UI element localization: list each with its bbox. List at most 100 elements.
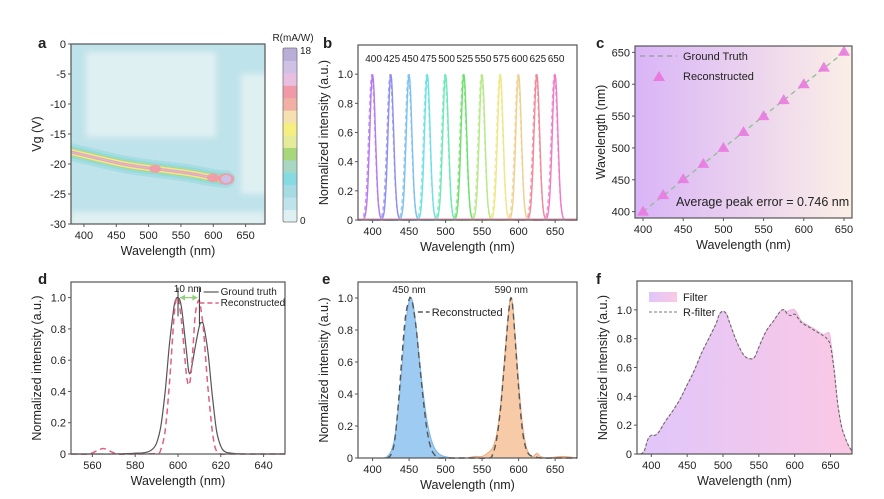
peak-label: 525 [457, 54, 474, 65]
x-tick-label: 500 [436, 464, 454, 476]
y-axis-label: Normalized intensity (a.u.) [596, 295, 610, 440]
colorbar-title: R(mA/W) [272, 33, 313, 44]
y-tick-label: -5 [56, 69, 66, 81]
arrow-head-right [192, 294, 198, 301]
y-tick-label: 0 [60, 449, 66, 461]
y-tick-label: 0.6 [338, 128, 353, 140]
y-tick-label: 0.2 [338, 186, 353, 198]
peak-label-450: 450 nm [392, 285, 425, 296]
y-axis-label: Normalized intensity (a.u.) [30, 295, 44, 440]
colorbar-min-label: 0 [300, 216, 306, 227]
y-tick-label: -10 [50, 99, 66, 111]
x-axis-label: Wavelength (nm) [697, 474, 792, 488]
reconstructed-line [386, 296, 577, 460]
colorbar-max-label: 18 [300, 46, 312, 57]
plot-frame [634, 45, 853, 219]
reconstructed-marker [837, 45, 850, 56]
x-tick-label: 450 [400, 226, 418, 238]
reconstructed-marker [657, 189, 670, 200]
reconstructed-line [70, 296, 285, 455]
x-axis-label: Wavelength (nm) [131, 474, 226, 488]
peak-label: 400 [365, 54, 382, 65]
peak-label-590: 590 nm [495, 285, 528, 296]
legend-filter-swatch [649, 292, 677, 302]
peak-label: 500 [438, 54, 455, 65]
x-tick-label: 640 [254, 460, 272, 472]
y-tick-label: 0 [60, 39, 66, 51]
legend-reconstructed-marker [653, 71, 665, 81]
arrow-head-left [180, 294, 185, 301]
panel-label: c [596, 35, 604, 52]
y-tick-label: 0.8 [617, 334, 632, 346]
y-tick-label: 1.0 [617, 305, 632, 317]
x-tick-label: 650 [546, 226, 564, 238]
heatmap-region-low [71, 212, 265, 224]
peak-label: 450 [402, 54, 419, 65]
plot-frame [357, 281, 578, 459]
y-tick-label: -20 [50, 159, 66, 171]
heatmap-region-low [241, 74, 265, 194]
y-tick-label: 0.4 [617, 391, 632, 403]
y-axis-label: Vg (V) [30, 116, 44, 151]
heatmap-region-low [86, 52, 216, 137]
y-tick-label: -25 [50, 189, 66, 201]
x-tick-label: 650 [821, 460, 839, 472]
colorbar-swatch [283, 60, 297, 74]
y-tick-label: 600 [612, 79, 630, 91]
colorbar-swatch [283, 97, 297, 111]
x-tick-label: 600 [169, 460, 187, 472]
legend-filter-label: Filter [683, 292, 708, 304]
heatmap-cells [71, 52, 265, 224]
legend-r-filter-label: R-filter [683, 307, 716, 319]
reconstructed-marker [697, 157, 710, 168]
x-tick-label: 550 [754, 224, 772, 236]
y-tick-label: 0.2 [51, 418, 66, 430]
spacing-label: 10 nm [174, 284, 202, 295]
colorbar-swatch [283, 197, 297, 211]
y-tick-label: 0 [347, 453, 353, 465]
y-axis-label: Normalized intensity (a.u.) [317, 297, 331, 442]
x-tick-label: 450 [107, 230, 125, 242]
x-tick-label: 550 [172, 230, 190, 242]
panel-a: 400 450 500 550 600 650 0 -5 -10 -15 -20 -25 -30 Wave… [30, 33, 314, 258]
y-tick-label: 550 [612, 111, 630, 123]
y-tick-label: 0.4 [338, 389, 353, 401]
colorbar-frame [282, 47, 298, 223]
filter-area [640, 308, 853, 455]
y-tick-label: 450 [612, 175, 630, 187]
y-tick-label: 0.6 [338, 357, 353, 369]
x-tick-label: 560 [83, 460, 101, 472]
plot-frame [357, 44, 578, 221]
y-tick-label: 0.8 [338, 325, 353, 337]
x-tick-label: 600 [509, 464, 527, 476]
colorbar-swatch [283, 209, 297, 223]
ground-truth-line [70, 296, 285, 455]
x-tick-label: 400 [634, 224, 652, 236]
y-tick-label: 1.0 [51, 293, 66, 305]
x-axis-label: Wavelength (nm) [420, 478, 515, 492]
colorbar-swatch [283, 147, 297, 161]
x-tick-label: 450 [674, 224, 692, 236]
y-tick-label: 0.8 [338, 98, 353, 110]
colorbar-swatch [283, 110, 297, 124]
x-tick-label: 400 [642, 460, 660, 472]
x-tick-label: 600 [204, 230, 222, 242]
colorbar-swatch [283, 72, 297, 86]
x-tick-label: 600 [795, 224, 813, 236]
reconstructed-marker [737, 126, 750, 136]
colorbar-swatch [283, 48, 297, 61]
panel-e: 450 nm 590 nm Reconstructed 400 450 500 550 600… [317, 271, 578, 492]
x-tick-label: 650 [835, 224, 853, 236]
panel-f: Filter R-filter 400 450 500 550 600 650 0 0.2 0.4 0… [596, 271, 853, 488]
x-tick-label: 620 [212, 460, 230, 472]
reconstructed-marker [637, 205, 650, 216]
x-tick-label: 400 [75, 230, 93, 242]
peak-450-fill [372, 296, 461, 459]
colorbar-swatch [283, 184, 297, 198]
y-tick-label: 650 [612, 47, 630, 59]
legend-reconstructed-label: Reconstructed [432, 307, 503, 319]
x-axis-label: Wavelength (nm) [121, 244, 216, 258]
r-filter-line [640, 309, 853, 455]
colorbar-swatch [283, 135, 297, 148]
